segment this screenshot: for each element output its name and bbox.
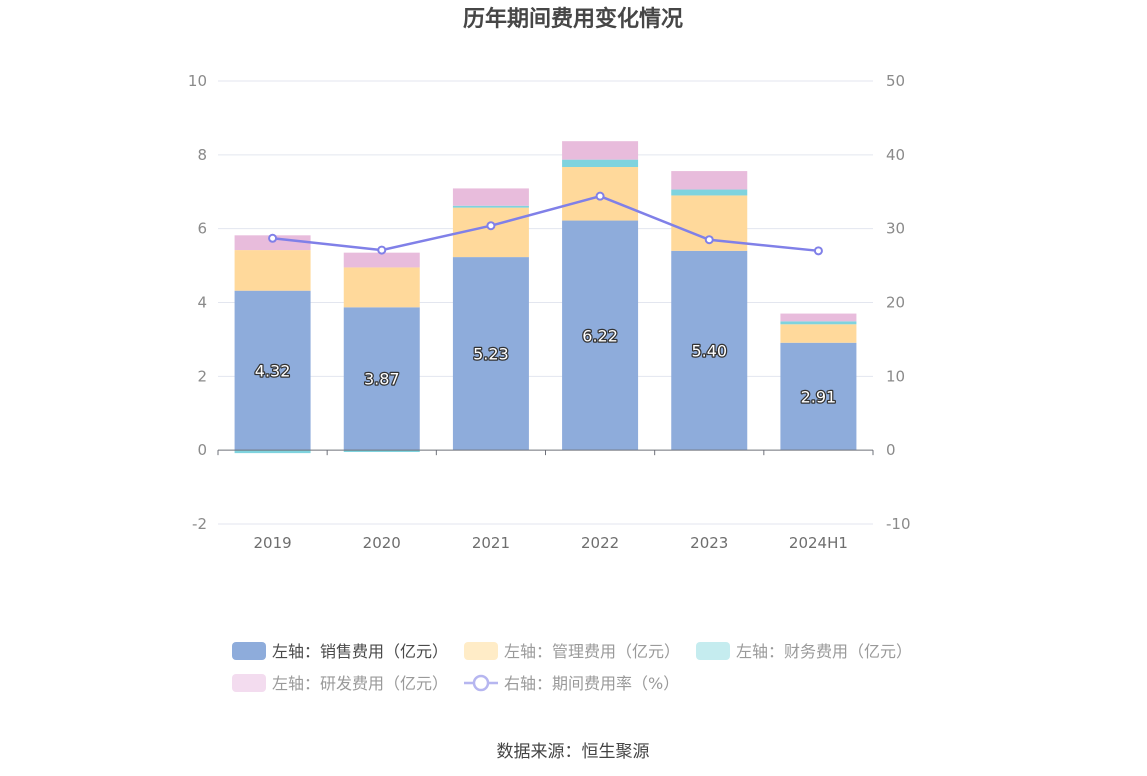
- legend-swatch: [232, 674, 266, 692]
- bar-2-2020: [343, 267, 420, 308]
- legend-swatch: [696, 642, 730, 660]
- x-tick-label: 2021: [472, 534, 510, 552]
- bar-4-2021: [452, 188, 529, 206]
- x-tick-label: 2024H1: [789, 534, 848, 552]
- legend-marker-swatch: [472, 674, 490, 692]
- bars: [234, 141, 857, 454]
- right-tick-label: 0: [886, 441, 896, 459]
- bar-1-2019: [234, 290, 311, 451]
- left-tick-label: 6: [197, 220, 207, 238]
- bar-4-2020: [343, 252, 420, 268]
- right-tick-label: -10: [886, 515, 911, 533]
- left-tick-label: -2: [192, 515, 207, 533]
- axes: -2 0 2 4 6 8 10 -10 0 10 20 30 40 50 2019 2020 2021 2022 2…: [188, 72, 911, 552]
- x-tick-label: 2019: [253, 534, 291, 552]
- rate-point-2020: [377, 245, 387, 255]
- x-tick-label: 2023: [690, 534, 728, 552]
- bar-value-label: 5.23: [473, 345, 509, 364]
- bar-3-2021: [452, 205, 529, 208]
- bar-labels: 4.32 3.87 5.23 6.22 5.40 2.91: [254, 325, 838, 408]
- bar-4-2024H1: [780, 313, 857, 322]
- bar-value-label: 5.40: [691, 341, 727, 360]
- grid: [218, 80, 873, 525]
- legend-item-5: 右轴：期间费用率（%）: [464, 674, 679, 693]
- bar-3-2023: [671, 189, 748, 196]
- x-tick-label: 2022: [581, 534, 619, 552]
- left-tick-label: 0: [197, 441, 207, 459]
- left-tick-label: 8: [197, 146, 207, 164]
- legend-label: 右轴：期间费用率（%）: [504, 674, 679, 693]
- bar-3-2019: [234, 450, 311, 454]
- bar-3-2022: [562, 159, 639, 168]
- legend-item-3: 左轴：财务费用（亿元）: [696, 642, 912, 661]
- bar-3-2020: [343, 450, 420, 453]
- bar-1-2024H1: [780, 342, 857, 451]
- legend: 左轴：销售费用（亿元） 左轴：管理费用（亿元） 左轴：财务费用（亿元） 左轴：研发费用…: [232, 642, 912, 693]
- bar-1-2022: [562, 220, 639, 451]
- legend-swatch: [464, 642, 498, 660]
- bar-2-2019: [234, 250, 311, 291]
- bar-3-2024H1: [780, 321, 857, 325]
- left-tick-label: 2: [197, 367, 207, 385]
- left-tick-label: 4: [197, 294, 207, 312]
- chart-title: 历年期间费用变化情况: [463, 6, 683, 32]
- rate-point-2019: [268, 233, 278, 243]
- legend-item-2: 左轴：管理费用（亿元）: [464, 642, 680, 661]
- legend-label: 左轴：管理费用（亿元）: [504, 642, 680, 661]
- rate-point-2021: [486, 221, 496, 231]
- right-tick-label: 20: [886, 294, 905, 312]
- rate-point-2022: [595, 191, 605, 201]
- rate-polyline: [272, 194, 819, 253]
- source-note: 数据来源：恒生聚源: [497, 742, 650, 762]
- right-tick-label: 50: [886, 72, 905, 90]
- legend-item-4: 左轴：研发费用（亿元）: [232, 674, 448, 693]
- legend-label: 左轴：财务费用（亿元）: [736, 642, 912, 661]
- bar-4-2023: [671, 171, 748, 190]
- right-tick-label: 10: [886, 367, 905, 385]
- right-tick-label: 30: [886, 220, 905, 238]
- rate-point-2023: [704, 235, 714, 245]
- bar-value-label: 3.87: [364, 370, 400, 389]
- right-tick-label: 40: [886, 146, 905, 164]
- bar-1-2021: [452, 257, 529, 451]
- bar-1-2020: [343, 307, 420, 451]
- bar-1-2023: [671, 250, 748, 451]
- bar-4-2022: [562, 141, 639, 160]
- bar-value-label: 2.91: [801, 387, 837, 406]
- left-tick-label: 10: [188, 72, 207, 90]
- legend-item-1: 左轴：销售费用（亿元）: [232, 642, 448, 661]
- bar-2-2024H1: [780, 324, 857, 343]
- x-tick-label: 2020: [363, 534, 401, 552]
- bar-value-label: 6.22: [582, 326, 618, 345]
- bar-value-label: 4.32: [255, 361, 291, 380]
- legend-label: 左轴：销售费用（亿元）: [272, 642, 448, 661]
- rate-point-2024H1: [813, 246, 823, 256]
- rate-line: [268, 191, 823, 256]
- legend-label: 左轴：研发费用（亿元）: [272, 674, 448, 693]
- legend-swatch: [232, 642, 266, 660]
